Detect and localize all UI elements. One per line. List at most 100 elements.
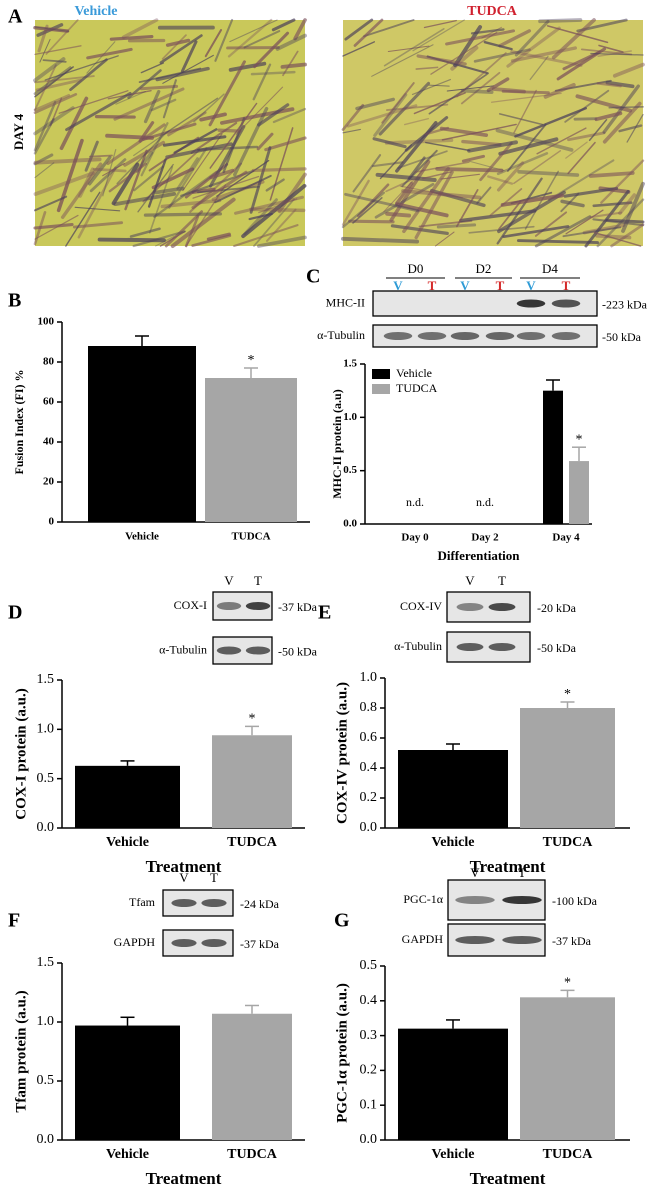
cell-streak bbox=[33, 171, 95, 196]
cell-streak bbox=[148, 166, 174, 234]
cell-streak bbox=[34, 45, 82, 56]
x-tick-label: Vehicle bbox=[431, 835, 474, 850]
cell-streak bbox=[180, 40, 198, 73]
cell-streak bbox=[166, 97, 219, 133]
cell-streak bbox=[138, 121, 155, 143]
cell-streak bbox=[401, 149, 438, 188]
blot-band bbox=[485, 332, 515, 340]
cell-streak bbox=[461, 154, 486, 163]
cell-streak bbox=[403, 117, 430, 126]
blot-band bbox=[455, 896, 495, 904]
cell-streak bbox=[115, 91, 146, 105]
y-tick-label: 0.4 bbox=[360, 760, 378, 775]
cell-streak bbox=[592, 201, 633, 208]
blot-band bbox=[171, 939, 197, 947]
lane-label: T bbox=[498, 573, 506, 588]
cell-streak bbox=[476, 186, 492, 205]
cell-streak bbox=[355, 97, 396, 111]
lane-label: V bbox=[460, 278, 470, 293]
cell-streak bbox=[121, 18, 159, 39]
blot-band bbox=[216, 646, 242, 655]
panel-letter: F bbox=[8, 910, 20, 932]
blot-band bbox=[551, 299, 581, 308]
cell-streak bbox=[97, 237, 166, 243]
cell-streak bbox=[228, 61, 267, 72]
blot-size-label: -223 kDa bbox=[602, 297, 648, 311]
cell-streak bbox=[342, 128, 361, 134]
cell-streak bbox=[35, 78, 82, 92]
cell-streak bbox=[348, 219, 395, 224]
cell-streak bbox=[435, 166, 504, 173]
cell-streak bbox=[565, 141, 588, 159]
cell-streak bbox=[78, 167, 95, 198]
cell-streak bbox=[383, 169, 424, 213]
cell-streak bbox=[65, 91, 132, 132]
cell-streak bbox=[602, 101, 642, 144]
cell-streak bbox=[86, 47, 133, 60]
cell-streak bbox=[159, 34, 203, 64]
cell-streak bbox=[59, 96, 89, 150]
cell-streak bbox=[373, 93, 408, 137]
blot-size-label: -37 kDa bbox=[552, 934, 592, 948]
cell-streak bbox=[72, 221, 124, 229]
bar bbox=[543, 390, 563, 524]
bar bbox=[520, 708, 615, 828]
cell-streak bbox=[123, 140, 166, 167]
cell-streak bbox=[588, 118, 608, 142]
blot-group-label: D4 bbox=[542, 261, 558, 276]
y-axis-label: MHC-II protein (a.u) bbox=[330, 389, 344, 498]
x-axis-label: Treatment bbox=[146, 1169, 222, 1188]
cell-streak bbox=[275, 33, 307, 51]
cell-streak bbox=[344, 18, 374, 41]
blot-row-label: MHC-II bbox=[326, 295, 365, 309]
lane-label: V bbox=[470, 865, 480, 880]
cell-streak bbox=[252, 63, 272, 101]
cell-streak bbox=[133, 130, 170, 157]
cell-streak bbox=[39, 38, 51, 63]
annotation: n.d. bbox=[406, 495, 424, 509]
cell-streak bbox=[610, 223, 645, 248]
cell-streak bbox=[151, 167, 195, 190]
cell-streak bbox=[162, 79, 177, 119]
cell-streak bbox=[243, 30, 281, 49]
blot-box bbox=[372, 324, 598, 348]
blot-band bbox=[516, 299, 546, 308]
blot-size-label: -50 kDa bbox=[602, 330, 642, 344]
blot-band bbox=[201, 939, 227, 947]
blot-band bbox=[516, 332, 546, 340]
cell-streak bbox=[483, 41, 513, 51]
cell-streak bbox=[77, 166, 117, 239]
cell-streak bbox=[352, 197, 383, 224]
cell-streak bbox=[344, 192, 420, 213]
cell-streak bbox=[154, 186, 185, 195]
y-tick-label: 1.0 bbox=[37, 722, 55, 737]
blot-row-label: Tfam bbox=[129, 895, 156, 909]
cell-streak bbox=[34, 64, 57, 111]
blot-size-label: -20 kDa bbox=[537, 601, 577, 615]
cell-streak bbox=[397, 150, 448, 169]
cell-streak bbox=[33, 93, 78, 114]
cell-streak bbox=[487, 175, 514, 185]
x-tick-label: Vehicle bbox=[431, 1147, 474, 1162]
cell-streak bbox=[282, 50, 299, 77]
cell-streak bbox=[235, 86, 284, 135]
cell-streak bbox=[106, 123, 166, 166]
bar bbox=[212, 735, 292, 828]
cell-streak bbox=[567, 141, 596, 175]
cell-streak bbox=[459, 209, 537, 223]
cell-streak bbox=[34, 26, 70, 32]
y-tick-label: 0.6 bbox=[360, 730, 378, 745]
cell-streak bbox=[551, 18, 596, 60]
legend-label: TUDCA bbox=[396, 381, 438, 395]
cell-streak bbox=[371, 44, 434, 77]
cell-streak bbox=[33, 118, 55, 155]
cell-streak bbox=[363, 19, 415, 38]
cell-streak bbox=[191, 234, 232, 247]
cell-streak bbox=[441, 123, 517, 141]
cell-streak bbox=[381, 82, 415, 124]
cell-streak bbox=[222, 117, 246, 174]
cell-streak bbox=[428, 73, 488, 115]
cell-streak bbox=[439, 126, 489, 137]
cell-streak bbox=[536, 127, 587, 155]
cell-streak bbox=[209, 102, 258, 169]
